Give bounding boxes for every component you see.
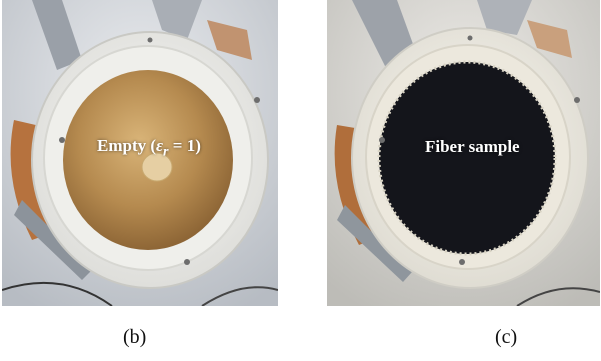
caption-c: (c) — [495, 326, 517, 349]
fiber-sample-label: Fiber sample — [425, 137, 520, 157]
empty-holder-photo: Empty (εr = 1) — [2, 0, 278, 306]
caption-b: (b) — [123, 326, 146, 349]
empty-label: Empty (εr = 1) — [97, 136, 201, 160]
fiber-sample-photo: Fiber sample — [327, 0, 600, 306]
